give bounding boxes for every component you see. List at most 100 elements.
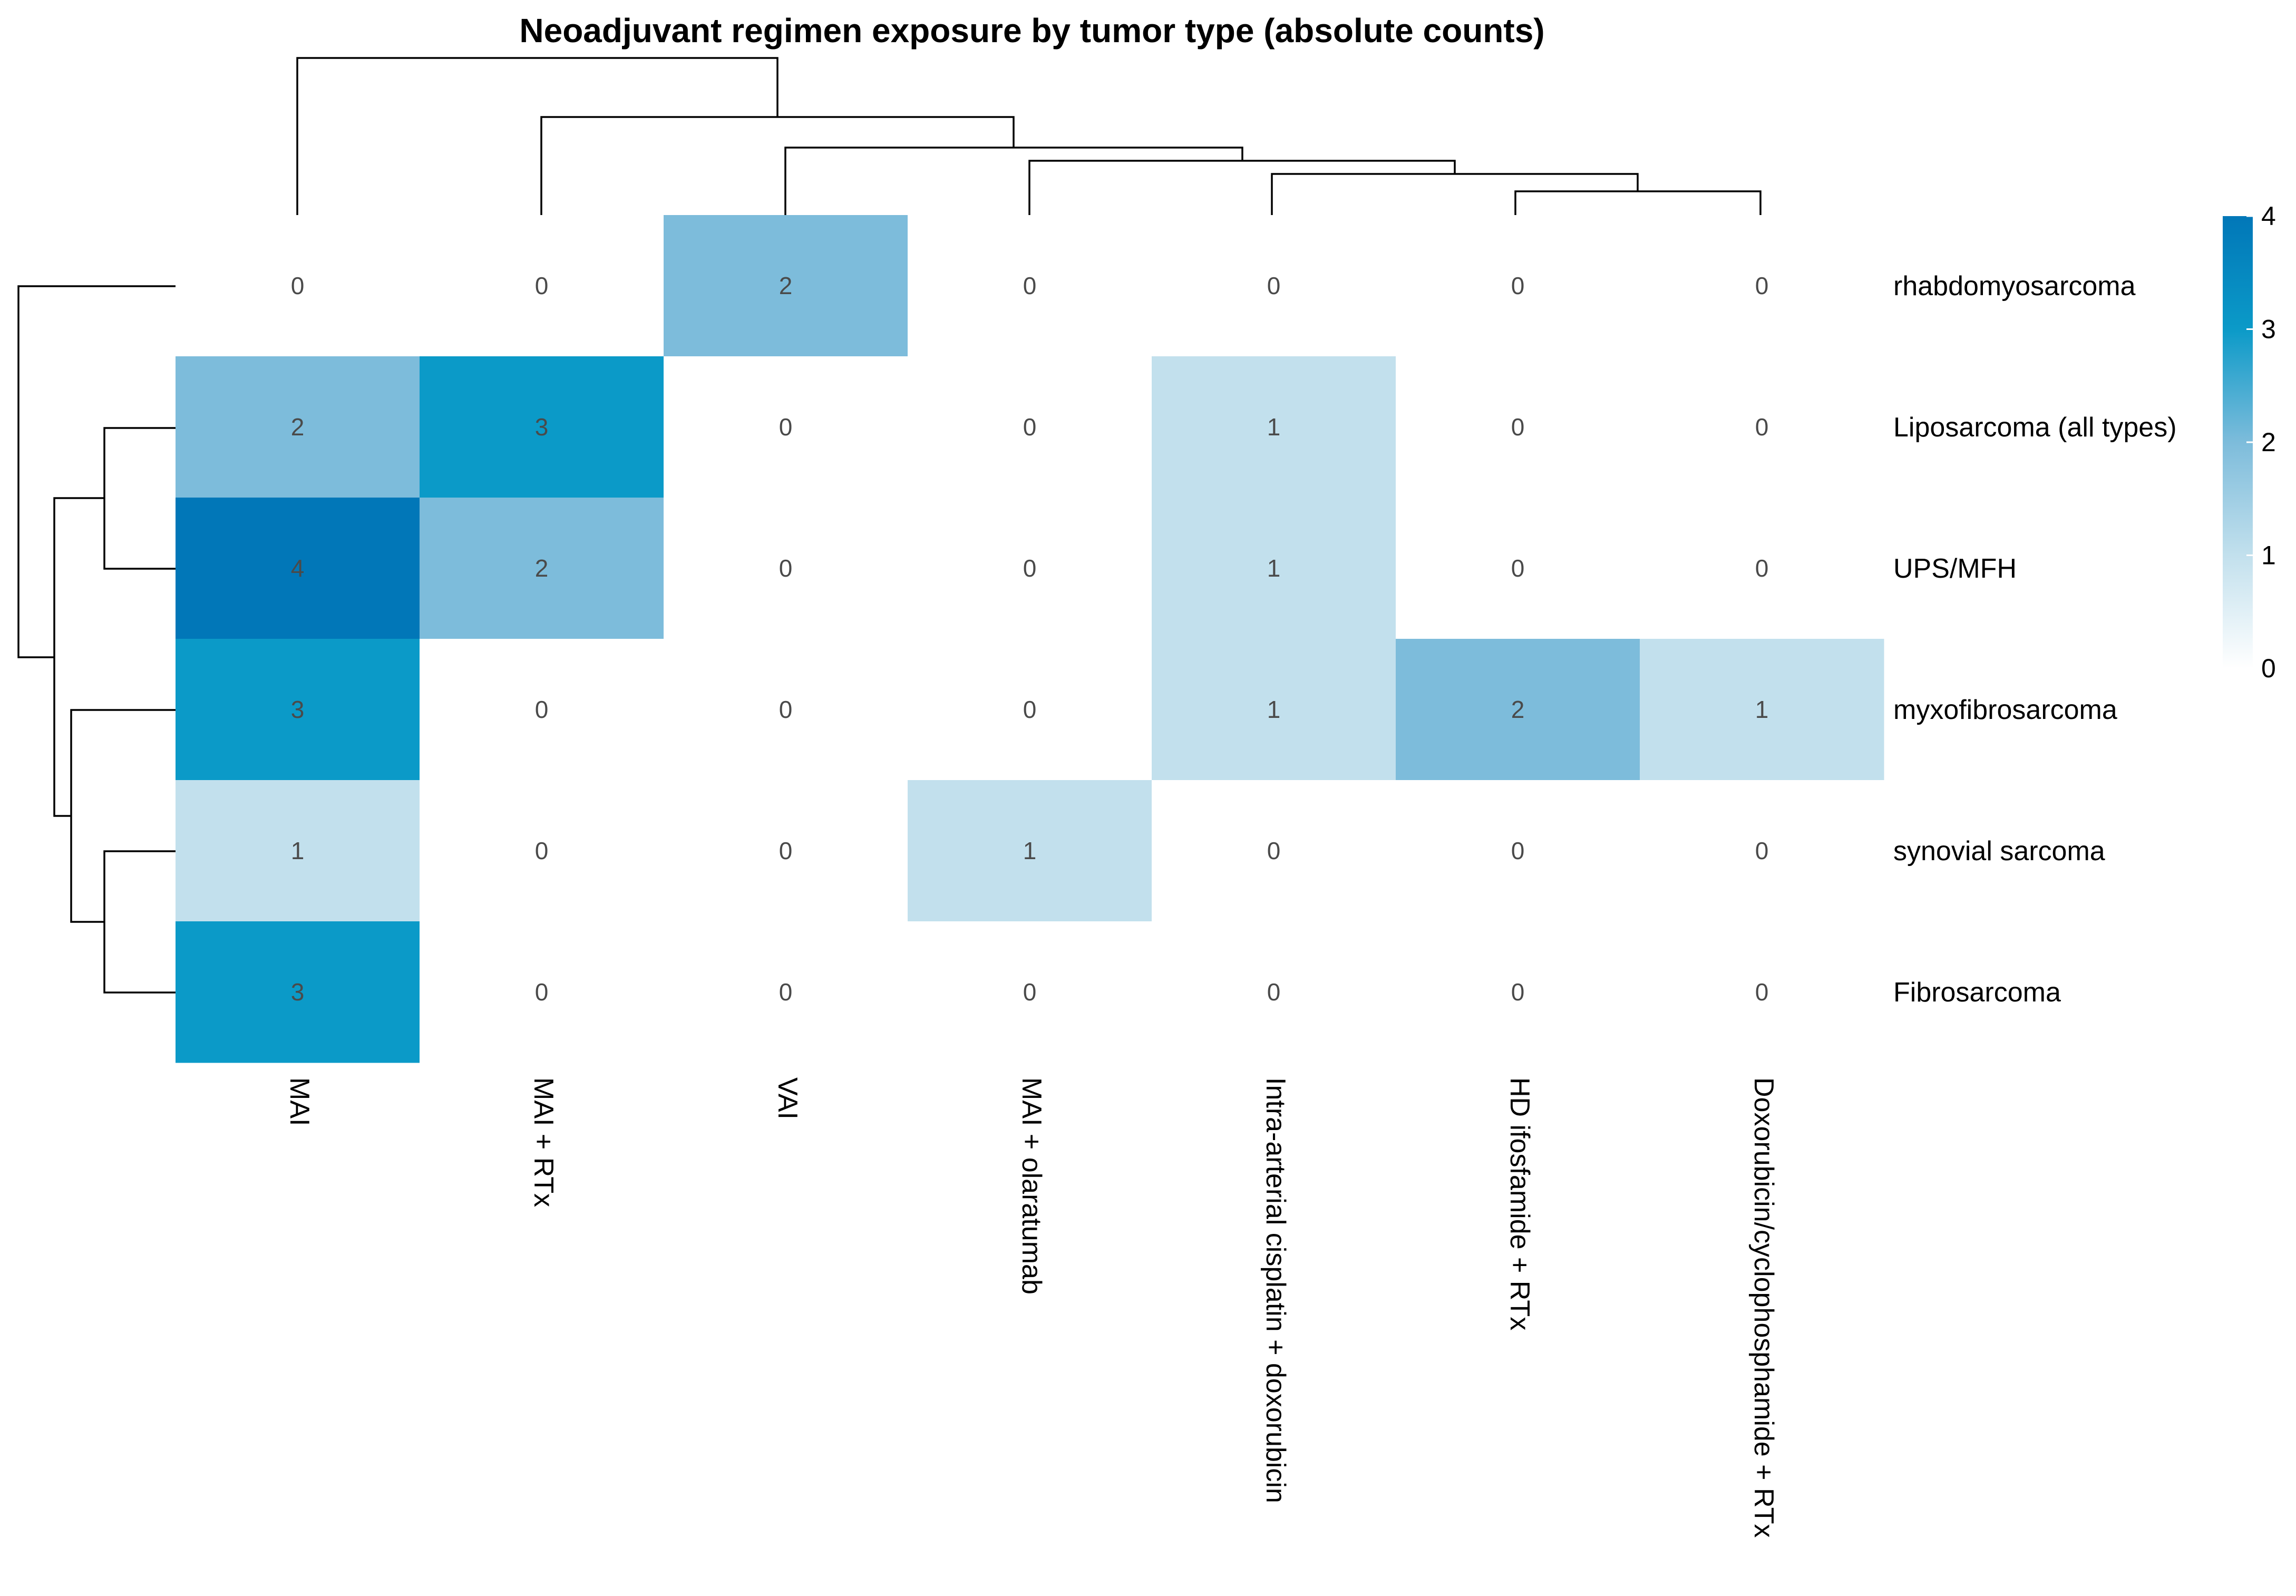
heatmap-cell [1640, 356, 1884, 498]
legend-tick-label: 3 [2261, 315, 2276, 344]
heatmap-cell [1152, 639, 1396, 781]
heatmap-cell [664, 356, 908, 498]
cell-value-label: 1 [291, 837, 305, 864]
color-legend: 0 1 2 3 4 [2223, 201, 2276, 683]
heatmap-cell [1152, 356, 1396, 498]
cell-value-label: 0 [1267, 978, 1281, 1006]
cell-value-label: 0 [1755, 978, 1769, 1006]
cell-value-label: 1 [1267, 413, 1281, 441]
heatmap-cell [908, 356, 1152, 498]
cell-value-label: 0 [779, 413, 793, 441]
cell-value-label: 2 [1511, 696, 1525, 723]
cell-value-label: 0 [535, 696, 549, 723]
cell-value-label: 0 [1023, 696, 1037, 723]
column-label: HD ifosfamide + RTx [1504, 1077, 1535, 1330]
heatmap-cells: 0 0 2 0 0 0 0 2 3 0 0 1 0 0 4 2 0 0 1 0 0 3 0 0 0 1 2 1 1 0 0 1 0 0 0 3 0 0 0 0… [176, 215, 1884, 1063]
cell-value-label: 0 [1511, 837, 1525, 864]
heatmap-cell [908, 498, 1152, 639]
cell-value-label: 0 [779, 554, 793, 582]
cell-value-label: 0 [535, 837, 549, 864]
cell-value-label: 0 [1267, 272, 1281, 299]
heatmap-cell [176, 356, 420, 498]
cell-value-label: 0 [1755, 837, 1769, 864]
cell-value-label: 0 [1023, 272, 1037, 299]
heatmap-cell [1396, 498, 1640, 639]
row-label: synovial sarcoma [1893, 836, 2105, 867]
cell-value-label: 0 [779, 696, 793, 723]
column-label: VAI [772, 1077, 803, 1120]
column-label: MAI + RTx [528, 1077, 559, 1207]
cell-value-label: 3 [291, 696, 305, 723]
column-labels: MAI MAI + RTx VAI MAI + olaratumab Intra-art… [284, 1077, 1779, 1537]
cell-value-label: 0 [1511, 978, 1525, 1006]
heatmap-cell [664, 498, 908, 639]
row-label: rhabdomyosarcoma [1893, 271, 2136, 301]
heatmap-cell [664, 639, 908, 781]
heatmap-cell [176, 780, 420, 922]
heatmap-cell [420, 780, 664, 922]
chart-title: Neoadjuvant regimen exposure by tumor ty… [519, 12, 1544, 50]
cell-value-label: 1 [1267, 554, 1281, 582]
heatmap-cell [1396, 215, 1640, 357]
heatmap-cell [1152, 498, 1396, 639]
cell-value-label: 3 [535, 413, 549, 441]
cell-value-label: 0 [1511, 413, 1525, 441]
cell-value-label: 0 [291, 272, 305, 299]
legend-tick-label: 4 [2261, 201, 2276, 231]
heatmap-cell [1152, 921, 1396, 1063]
cell-value-label: 4 [291, 554, 305, 582]
row-label: Liposarcoma (all types) [1893, 412, 2177, 443]
heatmap-cell [176, 921, 420, 1063]
heatmap-cell [420, 639, 664, 781]
heatmap-cell [1640, 498, 1884, 639]
heatmap-cell [1640, 780, 1884, 922]
heatmap-cell [1396, 639, 1640, 781]
heatmap-cell [664, 215, 908, 357]
heatmap-cell [420, 215, 664, 357]
heatmap-cell [176, 498, 420, 639]
legend-tick-label: 1 [2261, 541, 2276, 570]
cell-value-label: 0 [1267, 837, 1281, 864]
cell-value-label: 2 [535, 554, 549, 582]
cell-value-label: 1 [1267, 696, 1281, 723]
column-label: Intra-arterial cisplatin + doxorubicin [1260, 1077, 1291, 1503]
cell-value-label: 0 [779, 837, 793, 864]
column-label: MAI [284, 1077, 315, 1126]
heatmap-cell [908, 921, 1152, 1063]
cell-value-label: 1 [1023, 837, 1037, 864]
cell-value-label: 0 [1511, 554, 1525, 582]
cell-value-label: 0 [1023, 978, 1037, 1006]
heatmap-cell [1640, 215, 1884, 357]
cell-value-label: 1 [1755, 696, 1769, 723]
cell-value-label: 0 [779, 978, 793, 1006]
heatmap-cell [664, 780, 908, 922]
heatmap-cell [1152, 780, 1396, 922]
heatmap-cell [420, 921, 664, 1063]
heatmap-cell [420, 498, 664, 639]
heatmap-cell [1396, 780, 1640, 922]
cell-value-label: 0 [1511, 272, 1525, 299]
cell-value-label: 0 [535, 272, 549, 299]
row-dendrogram [17, 285, 177, 994]
row-label: UPS/MFH [1893, 553, 2017, 584]
cell-value-label: 3 [291, 978, 305, 1006]
heatmap-cell [176, 215, 420, 357]
row-labels: rhabdomyosarcoma Liposarcoma (all types) U… [1893, 271, 2177, 1008]
cell-value-label: 2 [291, 413, 305, 441]
heatmap-cell [1152, 215, 1396, 357]
column-label: MAI + olaratumab [1016, 1077, 1047, 1295]
heatmap-cell [1640, 639, 1884, 781]
heatmap-cell [1396, 921, 1640, 1063]
cell-value-label: 0 [1755, 554, 1769, 582]
row-label: Fibrosarcoma [1893, 977, 2061, 1008]
cell-value-label: 0 [535, 978, 549, 1006]
heatmap-cell [908, 639, 1152, 781]
cell-value-label: 0 [1023, 413, 1037, 441]
column-dendrogram [296, 57, 1762, 215]
heatmap-cell [176, 639, 420, 781]
legend-tick-label: 2 [2261, 427, 2276, 457]
heatmap-cell [908, 215, 1152, 357]
column-label: Doxorubicin/cyclophosphamide + RTx [1748, 1077, 1779, 1537]
cell-value-label: 0 [1755, 413, 1769, 441]
